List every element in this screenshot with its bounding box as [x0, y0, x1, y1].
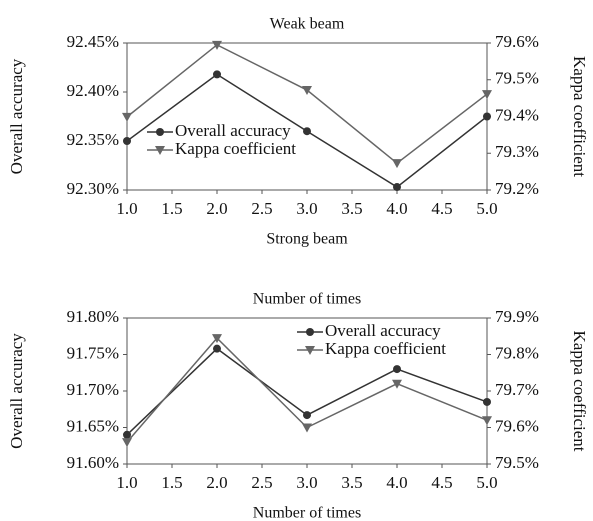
x-tick-label: 1.0 [116, 473, 137, 492]
y-tick-label: 91.70% [67, 380, 119, 399]
legend-marker [305, 346, 315, 355]
x-tick-label: 4.0 [386, 199, 407, 218]
y-tick-label: 92.30% [67, 179, 119, 198]
x-tick-label: 3.5 [341, 199, 362, 218]
legend-label: Overall accuracy [325, 321, 441, 340]
data-point [302, 86, 312, 96]
y-tick-label: 92.45% [67, 32, 119, 51]
data-point [303, 127, 311, 136]
y2-tick-label: 79.6% [495, 32, 539, 51]
legend-label: Overall accuracy [175, 121, 291, 140]
data-point [213, 70, 221, 79]
data-point [393, 365, 401, 374]
y-tick-label: 92.35% [67, 130, 119, 149]
x-tick-label: 2.5 [251, 199, 272, 218]
data-point [483, 112, 491, 121]
y2-tick-label: 79.5% [495, 453, 539, 472]
data-point [482, 416, 492, 426]
x-axis-label: Number of times [253, 505, 361, 521]
x-tick-label: 2.0 [206, 473, 227, 492]
data-point [393, 183, 401, 192]
x-tick-label: 2.0 [206, 199, 227, 218]
x-tick-label: 1.0 [116, 199, 137, 218]
y-tick-label: 91.75% [67, 343, 119, 362]
x-axis-label: Strong beam [266, 231, 348, 248]
x-tick-label: 4.0 [386, 473, 407, 492]
data-point [123, 137, 131, 145]
y-tick-label: 91.65% [67, 416, 119, 435]
data-point [482, 90, 492, 100]
x-tick-label: 1.5 [161, 473, 182, 492]
y2-tick-label: 79.4% [495, 105, 539, 124]
x-tick-label: 5.0 [476, 473, 497, 492]
x-tick-label: 3.0 [296, 473, 317, 492]
legend-label: Kappa coefficient [175, 139, 296, 158]
y-axis-label: Overall accuracy [7, 58, 26, 174]
y2-tick-label: 79.5% [495, 69, 539, 88]
y2-tick-label: 79.7% [495, 380, 539, 399]
x-tick-label: 2.5 [251, 473, 272, 492]
y-tick-label: 91.80% [67, 307, 119, 326]
legend-marker [156, 128, 164, 136]
legend-label: Kappa coefficient [325, 339, 446, 358]
y2-axis-label: Kappa coefficient [570, 56, 589, 177]
plot-frame [126, 42, 488, 191]
chart-title: Weak beam [270, 16, 345, 33]
x-tick-label: 4.5 [431, 199, 452, 218]
y2-tick-label: 79.2% [495, 179, 539, 198]
data-point [212, 334, 222, 344]
data-point [302, 423, 312, 433]
y2-tick-label: 79.3% [495, 142, 539, 161]
chart-title: Number of times [253, 291, 361, 308]
x-tick-label: 1.5 [161, 199, 182, 218]
y-tick-label: 92.40% [67, 81, 119, 100]
x-tick-label: 5.0 [476, 199, 497, 218]
x-tick-label: 3.5 [341, 473, 362, 492]
data-point [122, 112, 132, 122]
series-line [126, 347, 488, 436]
y2-tick-label: 79.6% [495, 416, 539, 435]
x-tick-label: 3.0 [296, 199, 317, 218]
data-point [122, 438, 132, 448]
data-point [123, 430, 131, 439]
y-axis-label: Overall accuracy [7, 333, 26, 449]
legend-marker [155, 146, 165, 155]
data-point [303, 411, 311, 420]
legend-marker [306, 328, 314, 336]
data-point [483, 397, 491, 406]
data-point [392, 379, 402, 389]
data-point [212, 40, 222, 50]
data-point [213, 344, 221, 353]
x-tick-label: 4.5 [431, 473, 452, 492]
y2-axis-label: Kappa coefficient [570, 331, 589, 452]
data-point [392, 159, 402, 169]
y2-tick-label: 79.8% [495, 343, 539, 362]
y2-tick-label: 79.9% [495, 307, 539, 326]
y-tick-label: 91.60% [67, 453, 119, 472]
